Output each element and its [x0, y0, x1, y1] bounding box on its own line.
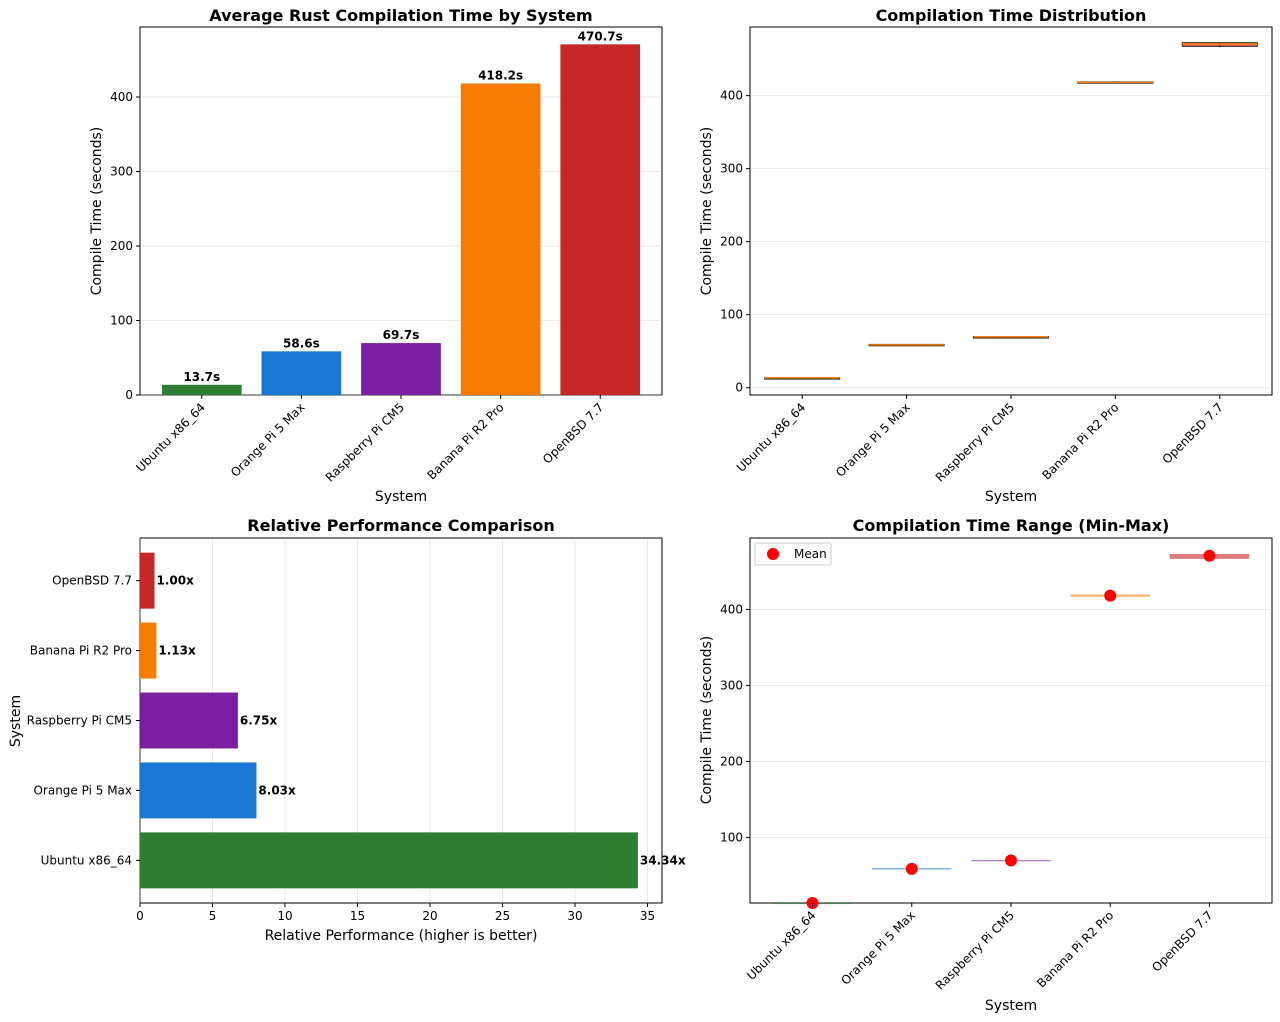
panel-barh-chart: 34.34x 8.03x 6.75x 1.13x 1.00x Ubuntu x86_64… — [8, 516, 686, 944]
x-tick-label-2: Banana Pi R2 Pro — [1039, 400, 1121, 482]
bar-5 — [560, 44, 641, 395]
plot-frame-4 — [749, 537, 1273, 904]
hbar-4 — [140, 622, 157, 679]
x-tick-label-4: Banana Pi R2 Pro — [1034, 908, 1116, 990]
y-tick-label-3: Banana Pi R2 Pro — [30, 644, 132, 658]
y-tick-label-1: 0 — [125, 388, 133, 402]
chart-title-3: Relative Performance Comparison — [247, 516, 554, 535]
hbar-value-label-2: 8.03x — [258, 783, 296, 797]
x-tick-label-2: Ubuntu x86_64 — [734, 400, 809, 475]
panel-box-chart: 0 100 200 300 400 Ubuntu x86_64 Orange Pi 5 M… — [699, 6, 1273, 505]
x-tick-label-4: Ubuntu x86_64 — [744, 908, 819, 983]
y-tick-label-4: 400 — [720, 602, 743, 616]
y-tick-label-4: 100 — [720, 830, 743, 844]
x-axis-label-2: System — [985, 489, 1037, 505]
x-axis-label-1: System — [375, 489, 427, 505]
y-axis-label-1: Compile Time (seconds) — [89, 127, 105, 296]
hbar-value-label-3: 6.75x — [240, 714, 278, 728]
y-tick-label-1: 400 — [110, 90, 133, 104]
y-axis-label-4: Compile Time (seconds) — [699, 636, 715, 805]
x-tick-label-4: Orange Pi 5 Max — [838, 908, 918, 988]
x-tick-label-1: Raspberry Pi CM5 — [323, 400, 407, 484]
x-tick-label-3: 5 — [209, 909, 217, 923]
y-tick-label-1: 200 — [110, 239, 133, 253]
bar-value-label-1: 13.7s — [183, 370, 220, 384]
x-axis-label-3: Relative Performance (higher is better) — [265, 928, 538, 944]
y-tick-label-2: 200 — [720, 235, 743, 249]
y-axis-label-3: System — [8, 695, 24, 747]
bar-4 — [460, 83, 541, 395]
y-tick-label-2: 100 — [720, 308, 743, 322]
hbar-value-label-4: 1.13x — [158, 644, 196, 658]
mean-marker-3 — [1005, 854, 1017, 867]
bar-value-label-2: 58.6s — [283, 336, 320, 350]
chart-title-2: Compilation Time Distribution — [876, 6, 1147, 25]
x-tick-label-3: 15 — [350, 909, 365, 923]
hbar-5 — [140, 552, 155, 609]
x-tick-label-2: Orange Pi 5 Max — [833, 400, 913, 480]
panel-bar-chart: 13.7s 58.6s 69.7s 418.2s 470.7s 0 100 200 300 40… — [89, 6, 663, 505]
legend: Mean — [754, 542, 832, 566]
bar-value-label-5: 470.7s — [578, 29, 623, 43]
chart-title-1: Average Rust Compilation Time by System — [209, 6, 592, 25]
mean-marker-5 — [1203, 549, 1216, 562]
hbar-2 — [140, 762, 257, 819]
hbar-3 — [140, 692, 238, 749]
x-tick-label-2: OpenBSD 7.7 — [1160, 400, 1226, 466]
x-tick-label-4: Raspberry Pi CM5 — [933, 908, 1017, 992]
x-tick-label-3: 25 — [495, 909, 510, 923]
y-tick-label-3: Raspberry Pi CM5 — [27, 714, 132, 728]
plot-frame-2 — [749, 26, 1273, 396]
hbar-value-label-1: 34.34x — [640, 853, 686, 867]
mean-marker-4 — [1104, 589, 1117, 602]
hbar-1 — [140, 832, 638, 889]
mean-marker-2 — [905, 862, 918, 875]
y-tick-label-4: 200 — [720, 754, 743, 768]
bar-value-label-4: 418.2s — [478, 68, 523, 82]
x-tick-label-3: 10 — [277, 909, 292, 923]
y-axis-label-2: Compile Time (seconds) — [699, 127, 715, 296]
x-axis-label-4: System — [985, 998, 1037, 1014]
x-tick-label-3: 30 — [567, 909, 582, 923]
legend-mean-marker — [767, 548, 779, 560]
x-tick-label-3: 35 — [640, 909, 655, 923]
bar-2 — [261, 351, 342, 395]
bar-3 — [361, 343, 441, 395]
y-tick-label-3: Ubuntu x86_64 — [41, 853, 132, 867]
hbar-value-label-5: 1.00x — [157, 574, 195, 588]
x-tick-label-1: OpenBSD 7.7 — [540, 400, 606, 466]
x-tick-label-1: Banana Pi R2 Pro — [425, 400, 507, 482]
y-tick-label-1: 300 — [110, 165, 133, 179]
chart-title-4: Compilation Time Range (Min-Max) — [853, 516, 1170, 535]
x-tick-label-1: Orange Pi 5 Max — [228, 400, 308, 480]
y-tick-label-1: 100 — [110, 314, 133, 328]
y-tick-label-2: 0 — [735, 381, 743, 395]
panel-range-chart: 100 200 300 400 Ubuntu x86_64 Orange Pi 5 Ma… — [699, 516, 1273, 1014]
legend-mean-label: Mean — [794, 547, 827, 561]
bar-1 — [161, 384, 242, 395]
y-tick-label-3: OpenBSD 7.7 — [52, 574, 132, 588]
bar-value-label-3: 69.7s — [383, 328, 420, 342]
y-tick-label-2: 400 — [720, 89, 743, 103]
x-tick-label-2: Raspberry Pi CM5 — [933, 400, 1017, 484]
x-tick-label-4: OpenBSD 7.7 — [1149, 908, 1215, 974]
y-tick-label-4: 300 — [720, 678, 743, 692]
y-tick-label-3: Orange Pi 5 Max — [33, 783, 132, 797]
x-tick-label-3: 0 — [136, 909, 144, 923]
x-tick-label-3: 20 — [422, 909, 437, 923]
x-tick-label-1: Ubuntu x86_64 — [133, 400, 208, 475]
y-tick-label-2: 300 — [720, 162, 743, 176]
